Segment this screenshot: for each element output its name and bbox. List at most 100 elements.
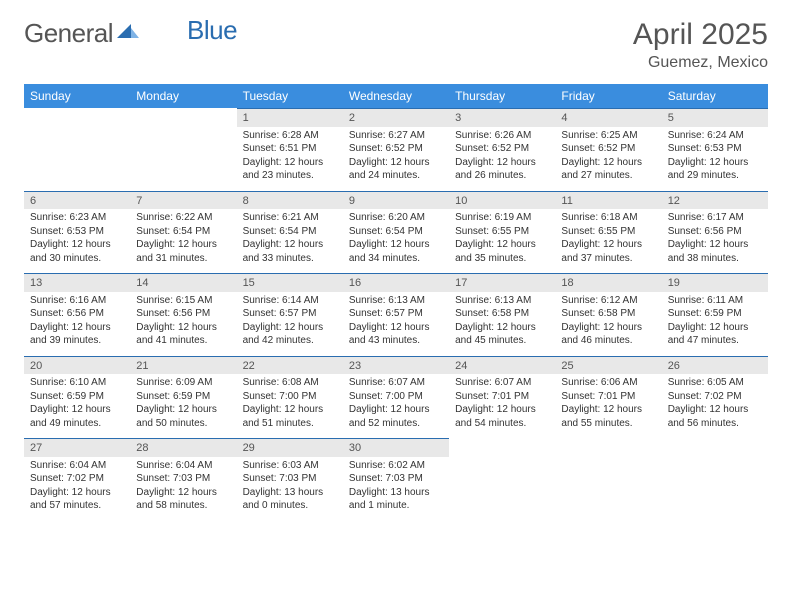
cell-daylight2: and 45 minutes. xyxy=(455,334,549,348)
day-number-cell: 30 xyxy=(343,439,449,457)
cell-sunrise: Sunrise: 6:12 AM xyxy=(561,294,655,308)
weekday-header: Wednesday xyxy=(343,84,449,109)
page-title: April 2025 xyxy=(633,18,768,52)
cell-sunrise: Sunrise: 6:08 AM xyxy=(243,376,337,390)
cell-daylight1: Daylight: 12 hours xyxy=(30,321,124,335)
cell-sunrise: Sunrise: 6:06 AM xyxy=(561,376,655,390)
cell-daylight2: and 26 minutes. xyxy=(455,169,549,183)
cell-sunrise: Sunrise: 6:15 AM xyxy=(136,294,230,308)
day-number-cell: 2 xyxy=(343,109,449,127)
weekday-header: Friday xyxy=(555,84,661,109)
day-number-cell xyxy=(449,439,555,457)
day-data-cell: Sunrise: 6:09 AMSunset: 6:59 PMDaylight:… xyxy=(130,374,236,439)
cell-daylight1: Daylight: 12 hours xyxy=(455,238,549,252)
cell-sunset: Sunset: 6:55 PM xyxy=(455,225,549,239)
cell-sunrise: Sunrise: 6:22 AM xyxy=(136,211,230,225)
cell-sunrise: Sunrise: 6:14 AM xyxy=(243,294,337,308)
cell-daylight2: and 37 minutes. xyxy=(561,252,655,266)
cell-sunrise: Sunrise: 6:18 AM xyxy=(561,211,655,225)
day-data-cell xyxy=(662,457,768,521)
cell-sunrise: Sunrise: 6:17 AM xyxy=(668,211,762,225)
cell-sunset: Sunset: 7:00 PM xyxy=(349,390,443,404)
cell-daylight1: Daylight: 12 hours xyxy=(136,238,230,252)
cell-sunset: Sunset: 6:57 PM xyxy=(349,307,443,321)
cell-daylight2: and 42 minutes. xyxy=(243,334,337,348)
day-number-cell: 4 xyxy=(555,109,661,127)
cell-sunset: Sunset: 6:56 PM xyxy=(136,307,230,321)
weekday-header: Thursday xyxy=(449,84,555,109)
cell-sunset: Sunset: 6:54 PM xyxy=(349,225,443,239)
week-number-row: 13141516171819 xyxy=(24,274,768,292)
day-number-cell: 5 xyxy=(662,109,768,127)
day-data-cell: Sunrise: 6:07 AMSunset: 7:00 PMDaylight:… xyxy=(343,374,449,439)
cell-sunset: Sunset: 7:02 PM xyxy=(668,390,762,404)
cell-daylight1: Daylight: 12 hours xyxy=(668,321,762,335)
cell-daylight1: Daylight: 12 hours xyxy=(349,321,443,335)
cell-daylight2: and 39 minutes. xyxy=(30,334,124,348)
week-data-row: Sunrise: 6:04 AMSunset: 7:02 PM Daylight:… xyxy=(24,457,768,521)
day-data-cell: Sunrise: 6:17 AMSunset: 6:56 PMDaylight:… xyxy=(662,209,768,274)
day-number-cell xyxy=(24,109,130,127)
day-number-cell: 26 xyxy=(662,356,768,374)
cell-daylight1: Daylight: 13 hours xyxy=(243,486,337,500)
cell-daylight2: and 34 minutes. xyxy=(349,252,443,266)
week-data-row: Sunrise: 6:10 AMSunset: 6:59 PMDaylight:… xyxy=(24,374,768,439)
day-data-cell: Sunrise: 6:12 AMSunset: 6:58 PMDaylight:… xyxy=(555,292,661,357)
day-number-cell: 14 xyxy=(130,274,236,292)
day-data-cell: Sunrise: 6:04 AMSunset: 7:02 PMDaylight:… xyxy=(24,457,130,521)
cell-daylight2: and 24 minutes. xyxy=(349,169,443,183)
day-data-cell: Sunrise: 6:04 AMSunset: 7:03 PMDaylight:… xyxy=(130,457,236,521)
cell-daylight1: Daylight: 12 hours xyxy=(668,403,762,417)
cell-sunset: Sunset: 6:59 PM xyxy=(30,390,124,404)
cell-sunrise: Sunrise: 6:28 AM xyxy=(243,129,337,143)
day-data-cell: Sunrise: 6:11 AMSunset: 6:59 PMDaylight:… xyxy=(662,292,768,357)
cell-daylight1: Daylight: 12 hours xyxy=(136,321,230,335)
day-data-cell: Sunrise: 6:18 AMSunset: 6:55 PMDaylight:… xyxy=(555,209,661,274)
cell-sunrise: Sunrise: 6:19 AM xyxy=(455,211,549,225)
day-data-cell: Sunrise: 6:03 AMSunset: 7:03 PMDaylight:… xyxy=(237,457,343,521)
cell-daylight2: and 56 minutes. xyxy=(668,417,762,431)
cell-daylight1: Daylight: 12 hours xyxy=(30,403,124,417)
cell-sunrise: Sunrise: 6:07 AM xyxy=(455,376,549,390)
cell-sunset: Sunset: 7:02 PM xyxy=(30,472,124,486)
title-block: April 2025 Guemez, Mexico xyxy=(633,18,768,72)
cell-daylight1: Daylight: 12 hours xyxy=(243,403,337,417)
cell-daylight1: Daylight: 13 hours xyxy=(349,486,443,500)
week-data-row: Sunrise: 6:16 AMSunset: 6:56 PMDaylight:… xyxy=(24,292,768,357)
cell-daylight1: Daylight: 12 hours xyxy=(561,321,655,335)
weekday-header-row: SundayMondayTuesdayWednesdayThursdayFrid… xyxy=(24,84,768,109)
day-number-cell: 22 xyxy=(237,356,343,374)
day-data-cell xyxy=(24,127,130,192)
cell-sunset: Sunset: 6:54 PM xyxy=(136,225,230,239)
day-data-cell: Sunrise: 6:22 AMSunset: 6:54 PMDaylight:… xyxy=(130,209,236,274)
cell-sunrise: Sunrise: 6:04 AM xyxy=(30,459,124,473)
cell-sunrise: Sunrise: 6:05 AM xyxy=(668,376,762,390)
cell-daylight2: and 49 minutes. xyxy=(30,417,124,431)
day-number-cell: 27 xyxy=(24,439,130,457)
day-data-cell: Sunrise: 6:26 AMSunset: 6:52 PMDaylight:… xyxy=(449,127,555,192)
cell-daylight2: and 35 minutes. xyxy=(455,252,549,266)
cell-daylight1: Daylight: 12 hours xyxy=(668,238,762,252)
day-data-cell: Sunrise: 6:20 AMSunset: 6:54 PMDaylight:… xyxy=(343,209,449,274)
cell-sunrise: Sunrise: 6:25 AM xyxy=(561,129,655,143)
day-data-cell: Sunrise: 6:13 AMSunset: 6:57 PMDaylight:… xyxy=(343,292,449,357)
cell-sunset: Sunset: 7:03 PM xyxy=(243,472,337,486)
day-number-cell: 24 xyxy=(449,356,555,374)
cell-daylight2: and 41 minutes. xyxy=(136,334,230,348)
cell-daylight2: and 46 minutes. xyxy=(561,334,655,348)
day-data-cell: Sunrise: 6:15 AMSunset: 6:56 PMDaylight:… xyxy=(130,292,236,357)
cell-daylight2: and 47 minutes. xyxy=(668,334,762,348)
cell-daylight2: and 43 minutes. xyxy=(349,334,443,348)
logo: General Blue xyxy=(24,18,237,49)
cell-daylight1: Daylight: 12 hours xyxy=(30,238,124,252)
day-data-cell: Sunrise: 6:14 AMSunset: 6:57 PMDaylight:… xyxy=(237,292,343,357)
cell-daylight1: Daylight: 12 hours xyxy=(561,238,655,252)
cell-daylight1: Daylight: 12 hours xyxy=(455,156,549,170)
day-number-cell: 7 xyxy=(130,191,236,209)
cell-sunrise: Sunrise: 6:16 AM xyxy=(30,294,124,308)
day-data-cell: Sunrise: 6:21 AMSunset: 6:54 PMDaylight:… xyxy=(237,209,343,274)
day-number-cell: 17 xyxy=(449,274,555,292)
cell-daylight1: Daylight: 12 hours xyxy=(561,403,655,417)
day-data-cell: Sunrise: 6:13 AMSunset: 6:58 PMDaylight:… xyxy=(449,292,555,357)
cell-sunrise: Sunrise: 6:07 AM xyxy=(349,376,443,390)
